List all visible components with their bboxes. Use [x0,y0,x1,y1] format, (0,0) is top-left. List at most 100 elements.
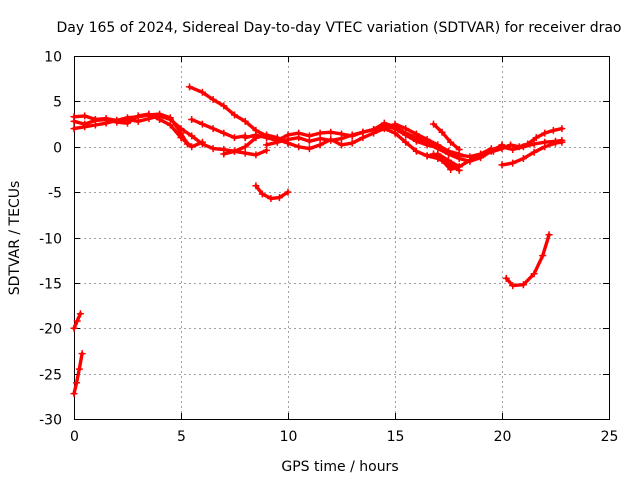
data-point [188,132,196,140]
data-point [509,282,517,290]
data-point [78,350,86,358]
data-point [348,131,356,139]
data-point [391,120,399,128]
data-point [434,155,442,163]
y-axis-label: SDTVAR / TECUs [7,181,23,296]
data-point [552,139,559,147]
data-point [455,166,463,174]
data-point [258,190,266,198]
data-point [231,134,238,142]
x-tick-label: 20 [494,429,512,445]
y-tick-label: -10 [39,232,62,248]
data-point [231,147,238,155]
data-point [532,134,540,142]
data-point [275,194,283,202]
data-point [305,137,313,145]
data-point [156,116,164,124]
series-track-3 [70,110,206,151]
series-line [187,85,290,145]
data-point [541,129,549,137]
data-point [412,147,420,155]
x-axis-label: GPS time / hours [281,459,398,475]
data-point [209,145,217,153]
data-point [359,128,367,136]
data-point [209,96,217,104]
y-tick-label: 10 [44,50,62,66]
data-point [81,112,89,120]
data-point [241,117,249,125]
data-point [241,134,249,142]
data-point [423,135,431,143]
data-point [113,118,121,126]
data-point [220,102,228,110]
series-line [72,352,84,396]
data-point [445,147,452,155]
data-point [558,138,566,146]
series-track-9 [391,120,463,158]
y-tick-label: -20 [39,322,62,338]
data-point [284,188,292,196]
data-point [188,116,196,124]
data-point [252,151,260,159]
chart-title: Day 165 of 2024, Sidereal Day-to-day VTE… [56,20,621,36]
data-point [447,138,455,146]
data-point [434,141,442,149]
data-point [477,152,485,160]
data-point [241,143,249,151]
data-point [545,231,553,239]
data-point [284,135,292,143]
data-point [380,119,388,127]
y-tick-label: 0 [53,141,62,157]
data-point [348,139,356,147]
data-point [539,252,547,260]
data-point [549,126,557,134]
data-point [134,112,142,120]
data-point [70,125,78,133]
data-point [267,194,275,202]
data-point [530,270,538,278]
data-point [498,161,506,169]
data-point [402,125,410,133]
data-point [524,140,532,148]
data-point [370,126,378,134]
data-point [252,131,260,139]
series-line [254,184,290,201]
data-point [177,125,185,133]
data-point [412,130,420,138]
data-point [327,128,335,136]
series-track-12 [430,120,463,153]
axis-ticks: 0 5 10 15 20 25 10 5 0 -5 -10 -15 -20 -25 -30 [39,50,618,446]
data-point [507,141,515,149]
series-line [504,233,551,288]
data-point [145,110,153,118]
grid [74,56,609,419]
series-track-15 [502,231,553,290]
data-point [70,117,78,125]
data-point [241,149,249,157]
data-point [338,135,345,143]
y-tick-label: 5 [53,95,62,111]
x-tick-label: 10 [280,429,298,445]
y-tick-label: -25 [39,368,62,384]
series-track-16 [252,182,292,202]
data-point [124,119,131,127]
series-track-18 [70,350,86,398]
series-track-11 [423,152,463,174]
data-point [198,120,206,128]
data-point [220,129,228,137]
data-point [75,365,83,373]
data-point [76,310,84,318]
data-point [73,317,81,325]
data-point [558,125,566,133]
series-layer [70,83,566,398]
data-point [423,152,431,160]
data-point [402,138,410,146]
data-point [188,143,196,151]
series-track-13 [481,125,566,158]
data-point [515,143,523,151]
data-point [102,116,110,124]
data-point [70,324,78,332]
series-line [431,122,461,152]
data-point [519,281,527,289]
